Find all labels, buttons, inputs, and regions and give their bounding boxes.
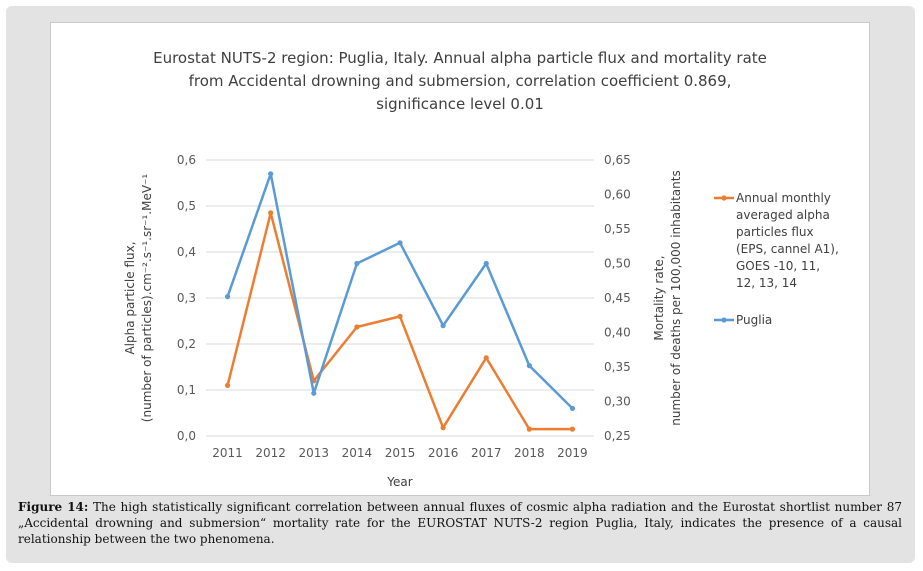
legend-label-series-1: 12, 13, 14 xyxy=(736,276,797,290)
legend-swatch-marker xyxy=(721,317,727,323)
y-right-tick-label: 0,40 xyxy=(604,326,631,340)
legend-label-series-2: Puglia xyxy=(736,313,772,327)
data-point-series-2 xyxy=(354,260,360,267)
chart-title-line-1: Eurostat NUTS-2 region: Puglia, Italy. A… xyxy=(153,49,767,67)
data-point-series-1 xyxy=(397,313,403,319)
legend-label-series-1: Annual monthly xyxy=(736,191,831,205)
data-point-series-2 xyxy=(224,294,231,300)
data-point-series-2 xyxy=(268,171,274,177)
chart-title: Eurostat NUTS-2 region: Puglia, Italy. A… xyxy=(51,47,869,116)
y-right-tick-label: 0,60 xyxy=(604,188,631,202)
data-point-series-2 xyxy=(397,240,403,246)
y-left-tick-label: 0,4 xyxy=(177,245,196,259)
y-left-axis-title: Alpha particle flux, xyxy=(123,241,137,354)
caption-text: The high statistically significant corre… xyxy=(18,500,902,546)
data-point-series-1 xyxy=(224,382,231,388)
y-left-tick-label: 0,2 xyxy=(177,337,196,351)
data-point-series-2 xyxy=(526,363,532,369)
chart-title-line-3: significance level 0.01 xyxy=(376,95,544,113)
chart-title-line-2: from Accidental drowning and submersion,… xyxy=(188,72,732,90)
caption-label: Figure 14: xyxy=(18,500,89,514)
x-tick-label: 2015 xyxy=(385,446,416,460)
legend-swatch-marker xyxy=(721,195,727,201)
y-right-axis-title: number of deaths per 100,000 inhabitants xyxy=(669,170,683,425)
data-point-series-2 xyxy=(483,260,489,267)
data-point-series-2 xyxy=(311,390,317,396)
figure-frame: Eurostat NUTS-2 region: Puglia, Italy. A… xyxy=(6,6,915,563)
y-right-tick-label: 0,35 xyxy=(604,360,631,374)
data-point-series-1 xyxy=(526,426,532,432)
data-point-series-1 xyxy=(569,426,576,432)
x-tick-label: 2011 xyxy=(212,446,243,460)
data-point-series-2 xyxy=(440,323,446,329)
y-left-tick-label: 0,5 xyxy=(177,199,196,213)
line-chart: 0,0 0,1 0,2 0,3 0,4 0,5 0,6 0,25 0,30 0,35 0,40 0,4… xyxy=(123,153,839,489)
x-tick-label: 2017 xyxy=(471,446,502,460)
y-right-axis-title: Mortality rate, xyxy=(652,255,666,340)
y-right-tick-label: 0,65 xyxy=(604,153,631,167)
data-point-series-1 xyxy=(483,355,489,361)
x-tick-label: 2019 xyxy=(557,446,588,460)
data-point-series-1 xyxy=(268,210,274,216)
x-tick-label: 2013 xyxy=(299,446,330,460)
figure-caption: Figure 14: The high statistically signif… xyxy=(18,499,902,547)
legend-label-series-1: particles flux xyxy=(736,225,814,239)
y-right-tick-label: 0,45 xyxy=(604,291,631,305)
x-tick-label: 2014 xyxy=(342,446,373,460)
x-axis-title: Year xyxy=(386,475,412,489)
x-tick-label: 2012 xyxy=(255,446,286,460)
y-left-tick-label: 0,3 xyxy=(177,291,196,305)
legend-label-series-1: averaged alpha xyxy=(736,208,830,222)
y-right-tick-label: 0,25 xyxy=(604,429,631,443)
legend-label-series-1: GOES -10, 11, xyxy=(736,259,820,273)
x-tick-label: 2018 xyxy=(514,446,545,460)
legend-label-series-1: (EPS, cannel A1), xyxy=(736,242,839,256)
x-tick-label: 2016 xyxy=(428,446,459,460)
data-point-series-2 xyxy=(569,405,576,411)
y-left-axis-title: (number of particles).cm⁻².s⁻¹.sr⁻¹.MeV⁻… xyxy=(140,174,154,423)
chart-panel: Eurostat NUTS-2 region: Puglia, Italy. A… xyxy=(50,22,870,496)
y-left-tick-label: 0,1 xyxy=(177,383,196,397)
y-right-tick-label: 0,30 xyxy=(604,395,631,409)
y-left-tick-label: 0,6 xyxy=(177,153,196,167)
y-right-tick-label: 0,50 xyxy=(604,257,631,271)
y-right-tick-label: 0,55 xyxy=(604,222,631,236)
data-point-series-1 xyxy=(440,425,446,431)
data-point-series-1 xyxy=(354,324,360,330)
y-left-tick-label: 0,0 xyxy=(177,429,196,443)
series-line-2 xyxy=(226,172,574,410)
